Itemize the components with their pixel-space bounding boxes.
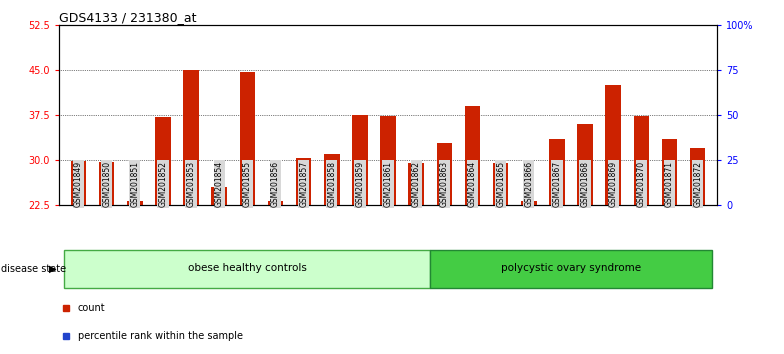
- Text: GSM201867: GSM201867: [553, 161, 561, 207]
- Bar: [296, 158, 311, 205]
- Bar: [521, 200, 536, 205]
- Text: GSM201856: GSM201856: [271, 161, 280, 207]
- Text: GDS4133 / 231380_at: GDS4133 / 231380_at: [59, 11, 196, 24]
- Bar: [183, 70, 199, 205]
- Text: GSM201868: GSM201868: [581, 161, 590, 207]
- Text: GSM201870: GSM201870: [637, 161, 646, 207]
- Text: percentile rank within the sample: percentile rank within the sample: [78, 331, 242, 341]
- Bar: [577, 124, 593, 205]
- Bar: [352, 115, 368, 205]
- Text: GSM201861: GSM201861: [383, 161, 393, 207]
- Bar: [690, 148, 706, 205]
- Bar: [212, 187, 227, 205]
- Bar: [465, 106, 481, 205]
- Text: GSM201862: GSM201862: [412, 161, 421, 207]
- FancyBboxPatch shape: [430, 250, 712, 288]
- Text: GSM201863: GSM201863: [440, 161, 449, 207]
- Text: GSM201850: GSM201850: [102, 161, 111, 207]
- Text: GSM201852: GSM201852: [158, 161, 168, 207]
- Text: GSM201858: GSM201858: [327, 161, 336, 207]
- Text: ▶: ▶: [49, 264, 57, 274]
- Bar: [99, 162, 114, 205]
- Bar: [408, 163, 424, 205]
- Text: GSM201866: GSM201866: [524, 161, 533, 207]
- Text: GSM201871: GSM201871: [665, 161, 674, 207]
- Text: GSM201853: GSM201853: [187, 161, 195, 207]
- Text: GSM201859: GSM201859: [355, 161, 365, 207]
- Bar: [493, 163, 508, 205]
- Bar: [324, 154, 339, 205]
- Text: polycystic ovary syndrome: polycystic ovary syndrome: [501, 263, 641, 273]
- Text: disease state: disease state: [1, 264, 66, 274]
- FancyBboxPatch shape: [64, 250, 430, 288]
- Text: GSM201855: GSM201855: [243, 161, 252, 207]
- Text: count: count: [78, 303, 105, 313]
- Bar: [71, 161, 86, 205]
- Bar: [155, 117, 171, 205]
- Bar: [268, 201, 283, 205]
- Text: GSM201864: GSM201864: [468, 161, 477, 207]
- Text: GSM201869: GSM201869: [608, 161, 618, 207]
- Text: GSM201857: GSM201857: [299, 161, 308, 207]
- Text: GSM201872: GSM201872: [693, 161, 702, 207]
- Bar: [127, 201, 143, 205]
- Text: GSM201849: GSM201849: [74, 161, 83, 207]
- Bar: [633, 116, 649, 205]
- Bar: [437, 143, 452, 205]
- Bar: [240, 72, 255, 205]
- Bar: [380, 116, 396, 205]
- Text: GSM201865: GSM201865: [496, 161, 505, 207]
- Text: obese healthy controls: obese healthy controls: [188, 263, 307, 273]
- Bar: [605, 85, 621, 205]
- Bar: [550, 139, 564, 205]
- Bar: [662, 139, 677, 205]
- Text: GSM201851: GSM201851: [130, 161, 140, 207]
- Text: GSM201854: GSM201854: [215, 161, 223, 207]
